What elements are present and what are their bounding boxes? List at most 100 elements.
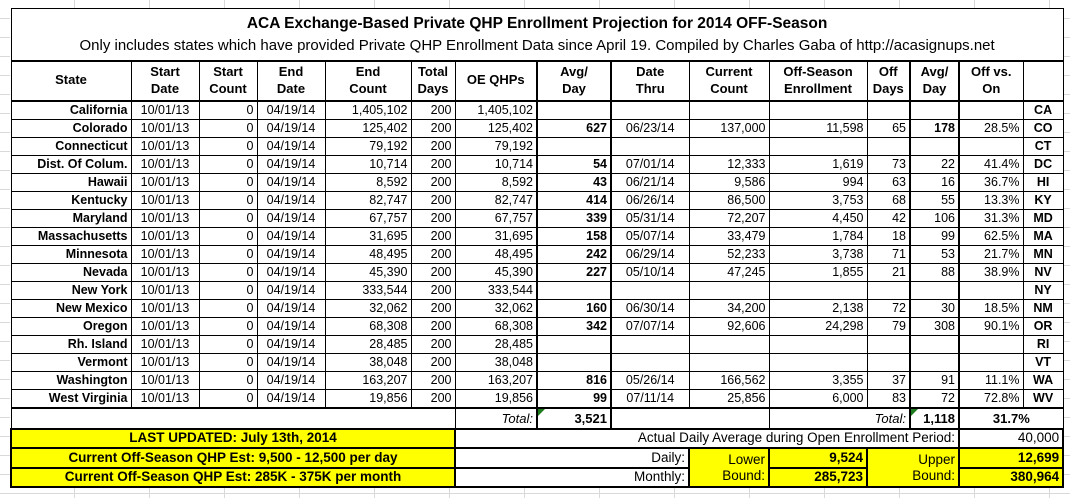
cell-state[interactable]: Oregon	[10, 316, 132, 336]
cell-oe-avg-day[interactable]: 242	[536, 244, 612, 264]
cell-state-abbr[interactable]: NV	[1022, 262, 1064, 282]
cell-start-count[interactable]: 0	[198, 244, 258, 264]
cell-start-date[interactable]: 10/01/13	[130, 190, 200, 210]
cell-date-thru[interactable]: 06/26/14	[610, 190, 690, 210]
daily-lower-value[interactable]: 9,524	[768, 447, 868, 469]
cell-oe-avg-day[interactable]: 158	[536, 226, 612, 246]
cell-off-days[interactable]	[866, 280, 911, 300]
cell-off-days[interactable]: 73	[866, 154, 911, 174]
cell-current-count[interactable]	[688, 100, 770, 120]
cell-state-abbr[interactable]: VT	[1022, 352, 1064, 372]
cell-start-date[interactable]: 10/01/13	[130, 244, 200, 264]
col-header-total-days[interactable]: Total Days	[410, 60, 456, 102]
cell-state[interactable]: Rh. Island	[10, 334, 132, 354]
cell-date-thru[interactable]: 06/21/14	[610, 172, 690, 192]
cell-state[interactable]: New York	[10, 280, 132, 300]
cell-off-season-enrollment[interactable]: 3,355	[768, 370, 868, 390]
cell-state[interactable]: Massachusetts	[10, 226, 132, 246]
cell-oe-qhps[interactable]: 28,485	[454, 334, 538, 354]
cell-oe-qhps[interactable]: 45,390	[454, 262, 538, 282]
cell-date-thru[interactable]: 05/07/14	[610, 226, 690, 246]
cell-end-date[interactable]: 04/19/14	[256, 352, 326, 372]
cell-end-count[interactable]: 38,048	[324, 352, 412, 372]
last-updated-cell[interactable]: LAST UPDATED: July 13th, 2014	[10, 427, 456, 449]
col-header-off-days[interactable]: Off Days	[866, 60, 911, 102]
cell-current-count[interactable]: 52,233	[688, 244, 770, 264]
cell-end-count[interactable]: 68,308	[324, 316, 412, 336]
cell-start-date[interactable]: 10/01/13	[130, 298, 200, 318]
cell-start-count[interactable]: 0	[198, 118, 258, 138]
cell-off-days[interactable]	[866, 100, 911, 120]
monthly-estimate-cell[interactable]: Current Off-Season QHP Est: 285K - 375K …	[10, 466, 456, 488]
cell-end-date[interactable]: 04/19/14	[256, 100, 326, 120]
cell-off-vs-on[interactable]: 13.3%	[958, 190, 1024, 210]
cell-off-days[interactable]: 72	[866, 298, 911, 318]
cell-current-count[interactable]: 33,479	[688, 226, 770, 246]
cell-current-count[interactable]: 34,200	[688, 298, 770, 318]
cell-date-thru[interactable]: 07/11/14	[610, 388, 690, 408]
total-row-spacer-left[interactable]	[10, 406, 456, 430]
cell-off-avg-day[interactable]: 53	[909, 244, 960, 264]
cell-total-days[interactable]: 200	[410, 136, 456, 156]
cell-start-count[interactable]: 0	[198, 316, 258, 336]
cell-start-count[interactable]: 0	[198, 136, 258, 156]
cell-state-abbr[interactable]: CO	[1022, 118, 1064, 138]
cell-off-season-enrollment[interactable]	[768, 352, 868, 372]
cell-state[interactable]: California	[10, 100, 132, 120]
cell-end-date[interactable]: 04/19/14	[256, 334, 326, 354]
cell-off-vs-on[interactable]: 31.3%	[958, 208, 1024, 228]
cell-oe-avg-day[interactable]: 99	[536, 388, 612, 408]
cell-end-date[interactable]: 04/19/14	[256, 190, 326, 210]
cell-current-count[interactable]	[688, 334, 770, 354]
cell-oe-qhps[interactable]: 82,747	[454, 190, 538, 210]
cell-oe-qhps[interactable]: 48,495	[454, 244, 538, 264]
cell-oe-qhps[interactable]: 333,544	[454, 280, 538, 300]
cell-end-date[interactable]: 04/19/14	[256, 226, 326, 246]
cell-state[interactable]: Vermont	[10, 352, 132, 372]
total-row-spacer-mid[interactable]	[610, 406, 770, 430]
cell-off-avg-day[interactable]	[909, 100, 960, 120]
cell-end-count[interactable]: 125,402	[324, 118, 412, 138]
cell-total-days[interactable]: 200	[410, 280, 456, 300]
cell-end-date[interactable]: 04/19/14	[256, 244, 326, 264]
cell-off-season-enrollment[interactable]: 1,784	[768, 226, 868, 246]
cell-state-abbr[interactable]: MA	[1022, 226, 1064, 246]
cell-off-season-enrollment[interactable]: 4,450	[768, 208, 868, 228]
cell-off-vs-on[interactable]: 18.5%	[958, 298, 1024, 318]
cell-off-vs-on[interactable]: 28.5%	[958, 118, 1024, 138]
cell-date-thru[interactable]: 07/01/14	[610, 154, 690, 174]
cell-state-abbr[interactable]: KY	[1022, 190, 1064, 210]
cell-date-thru[interactable]	[610, 334, 690, 354]
cell-oe-qhps[interactable]: 10,714	[454, 154, 538, 174]
cell-oe-qhps[interactable]: 163,207	[454, 370, 538, 390]
col-header-abbr[interactable]	[1022, 60, 1064, 102]
cell-start-count[interactable]: 0	[198, 226, 258, 246]
cell-oe-avg-day[interactable]: 339	[536, 208, 612, 228]
cell-off-vs-on[interactable]	[958, 280, 1024, 300]
cell-off-season-enrollment[interactable]: 1,619	[768, 154, 868, 174]
cell-off-days[interactable]	[866, 334, 911, 354]
cell-state[interactable]: Dist. Of Colum.	[10, 154, 132, 174]
cell-end-count[interactable]: 10,714	[324, 154, 412, 174]
cell-off-season-enrollment[interactable]	[768, 334, 868, 354]
cell-state[interactable]: Washington	[10, 370, 132, 390]
cell-state-abbr[interactable]: NY	[1022, 280, 1064, 300]
col-header-current-count[interactable]: Current Count	[688, 60, 770, 102]
cell-end-count[interactable]: 48,495	[324, 244, 412, 264]
cell-off-avg-day[interactable]: 308	[909, 316, 960, 336]
cell-oe-qhps[interactable]: 68,308	[454, 316, 538, 336]
monthly-upper-value[interactable]: 380,964	[957, 466, 1065, 488]
cell-oe-avg-day[interactable]	[536, 352, 612, 372]
cell-off-avg-day[interactable]: 16	[909, 172, 960, 192]
cell-off-vs-on[interactable]	[958, 136, 1024, 156]
cell-state[interactable]: Kentucky	[10, 190, 132, 210]
oe-avg-total-value[interactable]: 3,521	[536, 406, 612, 430]
cell-state-abbr[interactable]: MN	[1022, 244, 1064, 264]
cell-start-count[interactable]: 0	[198, 190, 258, 210]
cell-start-count[interactable]: 0	[198, 262, 258, 282]
cell-start-date[interactable]: 10/01/13	[130, 262, 200, 282]
cell-off-vs-on[interactable]: 38.9%	[958, 262, 1024, 282]
cell-off-vs-on[interactable]	[958, 100, 1024, 120]
cell-date-thru[interactable]: 06/23/14	[610, 118, 690, 138]
cell-end-count[interactable]: 67,757	[324, 208, 412, 228]
